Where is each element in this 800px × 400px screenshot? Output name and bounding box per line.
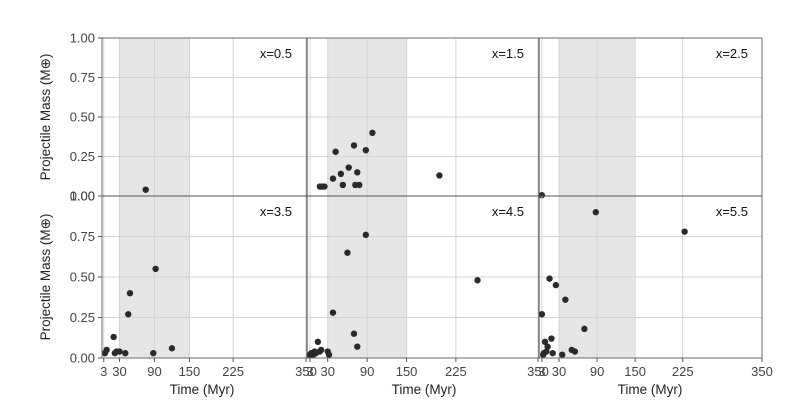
x-tick-label: 150 bbox=[396, 364, 418, 379]
data-point bbox=[125, 311, 132, 318]
data-point bbox=[329, 309, 337, 316]
x-tick-label: 30 bbox=[552, 364, 566, 379]
data-point bbox=[103, 346, 110, 354]
y-tick-label: 0.25 bbox=[70, 310, 95, 325]
axis-labels: Time (Myr) Time (Myr) Time (Myr) Project… bbox=[38, 54, 682, 397]
x-axis-title-col-2: Time (Myr) bbox=[618, 382, 683, 397]
data-point bbox=[362, 231, 370, 239]
panel-frame bbox=[101, 37, 763, 359]
x-tick-label: 3 bbox=[306, 364, 313, 379]
x-tick-label: 3 bbox=[100, 364, 107, 379]
facet-panel-2: x=2.5 bbox=[538, 37, 763, 199]
data-point bbox=[559, 351, 566, 358]
y-tick-label: 1.00 bbox=[70, 189, 95, 204]
panel-label: x=3.5 bbox=[260, 204, 292, 219]
data-point bbox=[369, 129, 376, 136]
y-axis-title-row-0: Projectile Mass (M⊕) bbox=[38, 54, 53, 181]
panel-label: x=0.5 bbox=[260, 46, 292, 61]
data-point bbox=[562, 296, 569, 303]
facet-panel-5: x=5.5 bbox=[538, 195, 763, 359]
facet-panel-1: x=1.5 bbox=[308, 37, 539, 197]
data-point bbox=[541, 338, 549, 345]
y-tick-label: 0.50 bbox=[70, 110, 95, 125]
y-tick-label: 0.00 bbox=[70, 351, 95, 366]
y-tick-label: 0.00 bbox=[70, 189, 95, 204]
x-tick-label: 225 bbox=[445, 364, 467, 379]
x-tick-label: 30 bbox=[320, 364, 334, 379]
data-point bbox=[592, 209, 600, 216]
data-point bbox=[354, 343, 361, 350]
data-point bbox=[168, 345, 176, 352]
facet-panel-4: x=4.5 bbox=[306, 195, 539, 359]
y-tick-label: 0.75 bbox=[70, 229, 95, 244]
data-point bbox=[122, 349, 129, 357]
panel-label: x=4.5 bbox=[492, 204, 524, 219]
data-point bbox=[344, 249, 351, 256]
data-point bbox=[329, 175, 337, 182]
data-point bbox=[362, 146, 370, 154]
x-tick-label: 350 bbox=[295, 364, 317, 379]
data-point bbox=[552, 281, 560, 289]
x-tick-label: 90 bbox=[360, 364, 374, 379]
y-tick-label: 0.50 bbox=[70, 270, 95, 285]
data-point bbox=[150, 349, 157, 357]
data-point bbox=[581, 325, 588, 333]
data-point bbox=[538, 192, 546, 199]
plot-area: x=0.5 x=1.5 x=2.5 x=3.5 x=4.5 x=5.5 0.00 0.25 0.… bbox=[70, 31, 773, 380]
data-point bbox=[548, 335, 555, 342]
x-tick-label: 350 bbox=[751, 364, 773, 379]
data-point bbox=[317, 346, 325, 354]
x-axis-title-col-1: Time (Myr) bbox=[392, 382, 457, 397]
x-tick-label: 225 bbox=[672, 364, 694, 379]
data-point bbox=[549, 349, 556, 357]
data-point bbox=[337, 170, 345, 178]
data-point bbox=[314, 338, 322, 345]
data-point bbox=[339, 181, 347, 189]
x-tick-label: 90 bbox=[590, 364, 604, 379]
data-point bbox=[116, 348, 123, 355]
y-tick-label: 0.75 bbox=[70, 70, 95, 85]
y-tick-label: 0.25 bbox=[70, 149, 95, 164]
panel-label: x=5.5 bbox=[716, 204, 748, 219]
x-tick-label: 30 bbox=[112, 364, 126, 379]
data-point bbox=[546, 275, 553, 282]
x-tick-label: 150 bbox=[624, 364, 646, 379]
data-point bbox=[110, 333, 117, 341]
data-point bbox=[142, 186, 149, 193]
x-axis-title-col-0: Time (Myr) bbox=[170, 382, 235, 397]
x-tick-label: 350 bbox=[527, 364, 549, 379]
data-point bbox=[543, 348, 550, 355]
data-point bbox=[332, 148, 339, 155]
data-point bbox=[571, 348, 579, 355]
data-point bbox=[356, 181, 363, 189]
x-tick-label: 90 bbox=[147, 364, 161, 379]
facet-panel-3: x=3.5 bbox=[101, 195, 307, 359]
data-point bbox=[538, 311, 546, 318]
data-point bbox=[436, 172, 443, 179]
data-point bbox=[354, 169, 361, 176]
data-point bbox=[126, 290, 134, 297]
data-point bbox=[681, 228, 688, 235]
data-point bbox=[474, 277, 481, 284]
data-point bbox=[544, 343, 551, 350]
y-tick-label: 1.00 bbox=[70, 31, 95, 46]
data-point bbox=[321, 183, 328, 190]
data-point bbox=[325, 351, 333, 358]
data-point bbox=[345, 164, 352, 171]
x-tick-label: 150 bbox=[179, 364, 201, 379]
x-tick-label: 225 bbox=[222, 364, 244, 379]
x-tick-label: 3 bbox=[538, 364, 545, 379]
data-point bbox=[152, 265, 159, 273]
panel-label: x=2.5 bbox=[716, 46, 748, 61]
facet-panel-0: x=0.5 bbox=[102, 37, 307, 197]
panel-label: x=1.5 bbox=[492, 46, 524, 61]
data-point bbox=[350, 142, 358, 149]
data-point bbox=[350, 330, 358, 337]
y-axis-title-row-1: Projectile Mass (M⊕) bbox=[38, 214, 53, 341]
